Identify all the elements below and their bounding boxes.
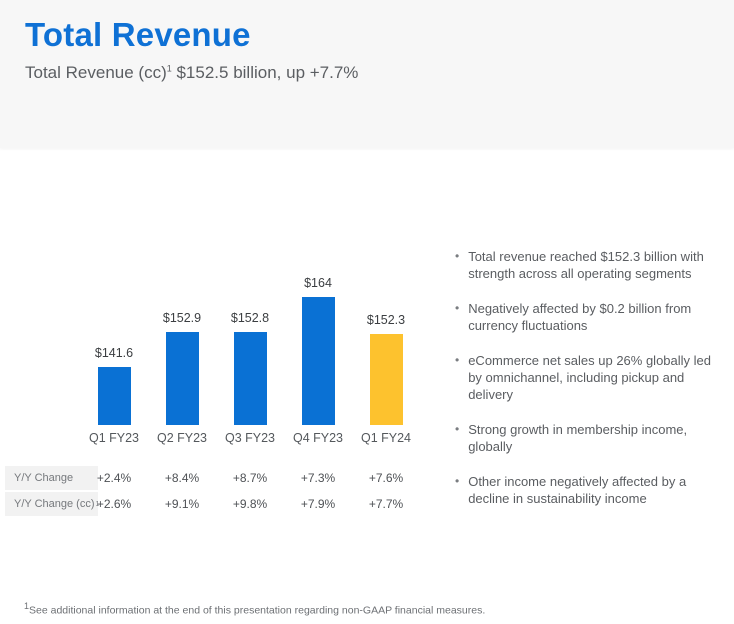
bar-category-label: Q1 FY23	[88, 431, 140, 445]
bar	[233, 332, 267, 425]
bar	[165, 332, 199, 425]
bar	[301, 297, 335, 425]
bar	[97, 367, 131, 425]
bullet-text: eCommerce net sales up 26% globally led …	[468, 353, 712, 402]
bullet-dot: •	[455, 301, 460, 315]
bullet-dot: •	[455, 249, 460, 263]
page-subtitle: Total Revenue (cc)1 $152.5 billion, up +…	[25, 63, 734, 83]
bar-group: $164	[284, 276, 352, 425]
bar-category-label: Q1 FY24	[360, 431, 412, 445]
bullet-text: Strong growth in membership income, glob…	[468, 422, 688, 454]
bar	[369, 334, 403, 425]
bullet-dot: •	[455, 474, 460, 488]
yy-value-cell: +7.9%	[300, 497, 336, 511]
bar-value-label: $152.9	[162, 311, 202, 325]
bullet-text: Negatively affected by $0.2 billion from…	[468, 301, 692, 333]
subtitle-prefix: Total Revenue (cc)	[25, 63, 167, 82]
bullet-dot: •	[455, 422, 460, 436]
yy-value-cell: +7.7%	[368, 497, 404, 511]
bar-group: $152.8	[216, 311, 284, 425]
yy-value-cell: +7.3%	[300, 471, 336, 485]
yy-value-cell: +2.6%	[96, 497, 132, 511]
bar-chart-categories: Q1 FY23 Q2 FY23 Q3 FY23 Q4 FY23 Q1 FY24	[80, 431, 420, 445]
yy-value-cell: +2.4%	[96, 471, 132, 485]
subtitle-footnote-marker: 1	[166, 63, 172, 74]
yy-row-label: Y/Y Change (cc) 1	[5, 492, 100, 516]
bar-category-label: Q3 FY23	[224, 431, 276, 445]
bullet-text: Other income negatively affected by a de…	[468, 474, 687, 506]
footnote: 1See additional information at the end o…	[24, 601, 485, 617]
page-title: Total Revenue	[25, 16, 251, 53]
yy-change-row: Y/Y Change +2.4% +8.4% +8.7% +7.3% +7.6%	[5, 466, 425, 490]
list-item: • Negatively affected by $0.2 billion fro…	[455, 300, 727, 334]
highlights-list: • Total revenue reached $152.3 billion wi…	[455, 248, 727, 525]
bar-group: $152.9	[148, 311, 216, 425]
bar-chart-plot: $141.6 $152.9 $152.8 $164 $152.3	[80, 258, 420, 425]
yy-value-cell: +9.8%	[232, 497, 268, 511]
bar-chart: $141.6 $152.9 $152.8 $164 $152.3 Q1 FY23 Q2 F…	[80, 258, 420, 445]
yy-value-cell: +8.7%	[232, 471, 268, 485]
yy-change-table: Y/Y Change +2.4% +8.4% +8.7% +7.3% +7.6% Y/Y C…	[5, 466, 425, 518]
bar-value-label: $141.6	[94, 346, 134, 360]
bar-group: $152.3	[352, 313, 420, 425]
yy-row-label-footnote-marker: 1	[95, 500, 100, 508]
bar-value-label: $164	[304, 276, 332, 290]
yy-change-row: Y/Y Change (cc) 1 +2.6% +9.1% +9.8% +7.9% +7.7…	[5, 492, 425, 516]
list-item: • eCommerce net sales up 26% globally led…	[455, 352, 727, 403]
yy-row-label: Y/Y Change	[5, 466, 98, 490]
list-item: • Strong growth in membership income, glo…	[455, 421, 727, 455]
bar-category-label: Q2 FY23	[156, 431, 208, 445]
header: Total Revenue Total Revenue (cc)1 $152.5…	[0, 0, 734, 148]
footnote-marker: 1	[24, 601, 30, 611]
subtitle-rest: $152.5 billion, up +7.7%	[171, 63, 359, 82]
yy-value-cell: +7.6%	[368, 471, 404, 485]
bar-value-label: $152.3	[366, 313, 406, 327]
list-item: • Other income negatively affected by a d…	[455, 473, 727, 507]
bar-group: $141.6	[80, 346, 148, 425]
bar-category-label: Q4 FY23	[292, 431, 344, 445]
yy-value-cell: +8.4%	[164, 471, 200, 485]
yy-value-cell: +9.1%	[164, 497, 200, 511]
footnote-text: See additional information at the end of…	[29, 604, 486, 617]
bullet-dot: •	[455, 353, 460, 367]
bullet-text: Total revenue reached $152.3 billion wit…	[468, 249, 704, 281]
bar-value-label: $152.8	[230, 311, 270, 325]
list-item: • Total revenue reached $152.3 billion wi…	[455, 248, 727, 282]
